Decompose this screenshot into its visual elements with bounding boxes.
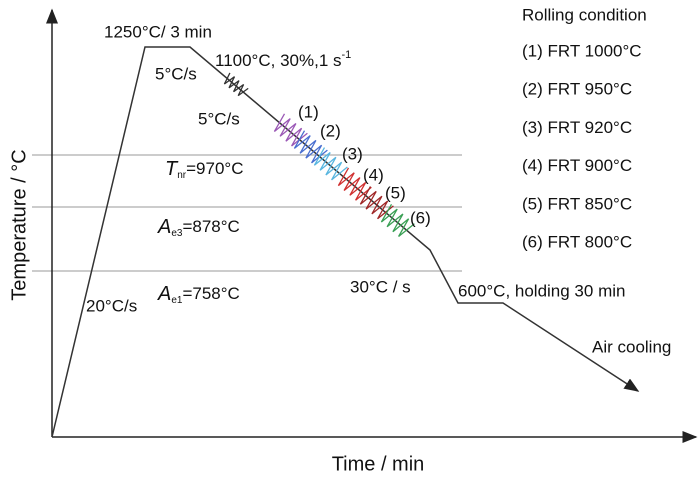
cooling-rate: 5°C/s [155, 64, 197, 83]
pass-marker: (4) [363, 165, 384, 184]
pass-markers: (1)(2)(3)(4)(5)(6) [298, 102, 431, 227]
text: =758°C [182, 284, 239, 303]
wave [337, 167, 372, 201]
symbol: A [157, 216, 171, 238]
pass-marker: (1) [298, 102, 319, 121]
y-axis-label: Temperature / °C [8, 149, 30, 300]
rolling-passes [223, 72, 415, 238]
text: =970°C [186, 159, 243, 178]
symbol: T [165, 158, 179, 180]
legend-item: (6) FRT 800°C [522, 232, 632, 251]
legend-item: (5) FRT 850°C [522, 194, 632, 213]
pass-marker: (2) [320, 121, 341, 140]
legend-item: (1) FRT 1000°C [522, 41, 642, 60]
text: =878°C [182, 217, 239, 236]
legend-item: (2) FRT 950°C [522, 80, 632, 99]
deformation-label: 1100°C, 30%,1 s-1 [215, 49, 351, 71]
ae1-label: Ae1=758°C [157, 283, 240, 305]
wave [273, 113, 308, 147]
sub: e3 [171, 228, 183, 239]
text: 1100°C, 30%,1 s [215, 51, 342, 70]
holding-label: 600°C, holding 30 min [458, 281, 625, 300]
legend-item: (3) FRT 920°C [522, 118, 632, 137]
wave [293, 130, 328, 164]
sub: e1 [171, 295, 183, 306]
wave [380, 203, 415, 238]
tnr-label: Tnr=970°C [165, 158, 244, 180]
pass-marker: (3) [342, 144, 363, 163]
fast-cooling-rate: 30°C / s [350, 277, 411, 296]
cooling-rate: 5°C/s [198, 109, 240, 128]
air-cooling-label: Air cooling [592, 337, 671, 356]
symbol: A [157, 283, 171, 305]
wave [359, 186, 394, 220]
sup: -1 [342, 49, 352, 61]
wave [313, 147, 348, 181]
reheat-label: 1250°C/ 3 min [104, 22, 212, 41]
heating-rate: 20°C/s [86, 296, 137, 315]
process-path [51, 46, 640, 438]
legend: (1) FRT 1000°C (2) FRT 950°C (3) FRT 920°C… [522, 41, 642, 251]
x-axis-label: Time / min [332, 453, 425, 475]
pass-marker: (6) [410, 208, 431, 227]
legend-title: Rolling condition [522, 5, 647, 24]
ae3-label: Ae3=878°C [157, 216, 240, 238]
pass-marker: (5) [385, 183, 406, 202]
wave [223, 72, 249, 97]
legend-item: (4) FRT 900°C [522, 156, 632, 175]
sub: nr [177, 170, 187, 181]
